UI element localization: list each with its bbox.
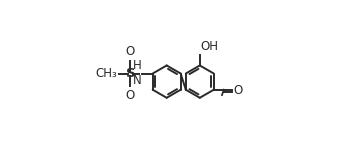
Text: O: O	[126, 89, 135, 102]
Text: O: O	[233, 84, 242, 97]
Text: S: S	[126, 67, 135, 80]
Text: H
N: H N	[132, 59, 141, 87]
Text: CH₃: CH₃	[96, 67, 117, 80]
Text: OH: OH	[200, 41, 219, 53]
Text: O: O	[126, 45, 135, 58]
